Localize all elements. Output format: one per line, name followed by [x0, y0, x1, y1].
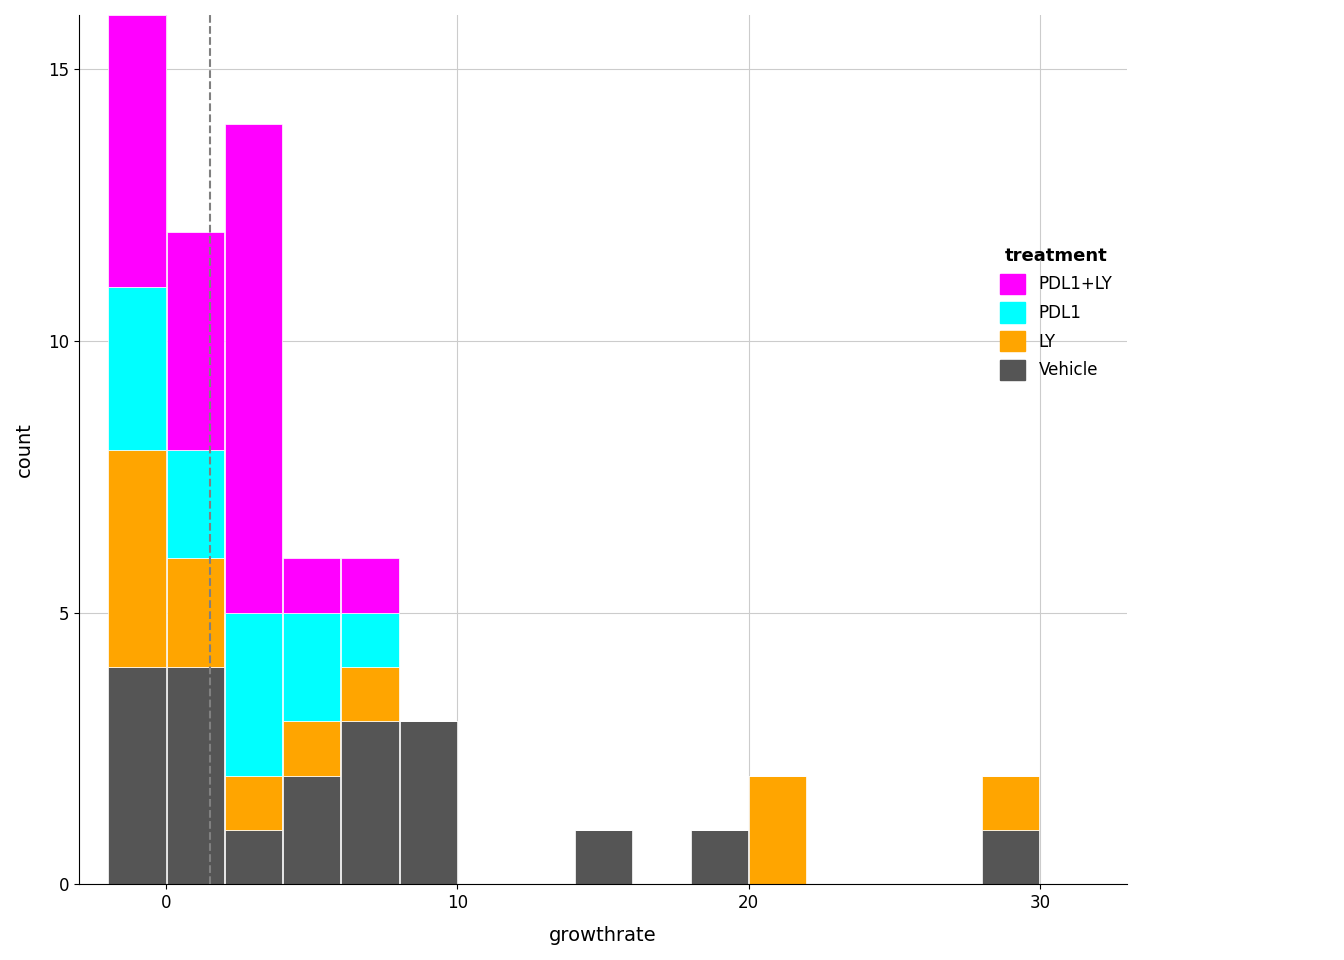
Bar — [109, 449, 165, 667]
Bar — [341, 559, 399, 612]
Bar — [574, 830, 632, 884]
Bar — [982, 776, 1039, 830]
Bar — [284, 721, 340, 776]
X-axis label: growthrate: growthrate — [550, 926, 657, 945]
Y-axis label: count: count — [15, 422, 34, 477]
Bar — [399, 721, 457, 884]
Bar — [341, 612, 399, 667]
Bar — [109, 667, 165, 884]
Bar — [750, 776, 806, 884]
Bar — [167, 449, 224, 559]
Bar — [224, 830, 282, 884]
Bar — [109, 15, 165, 287]
Bar — [284, 612, 340, 721]
Bar — [167, 667, 224, 884]
Bar — [982, 830, 1039, 884]
Bar — [284, 559, 340, 612]
Bar — [224, 612, 282, 776]
Bar — [224, 776, 282, 830]
Bar — [341, 667, 399, 721]
Bar — [109, 287, 165, 449]
Legend: PDL1+LY, PDL1, LY, Vehicle: PDL1+LY, PDL1, LY, Vehicle — [993, 241, 1120, 387]
Bar — [691, 830, 749, 884]
Bar — [284, 776, 340, 884]
Bar — [167, 559, 224, 667]
Bar — [224, 124, 282, 612]
Bar — [167, 232, 224, 449]
Bar — [341, 721, 399, 884]
